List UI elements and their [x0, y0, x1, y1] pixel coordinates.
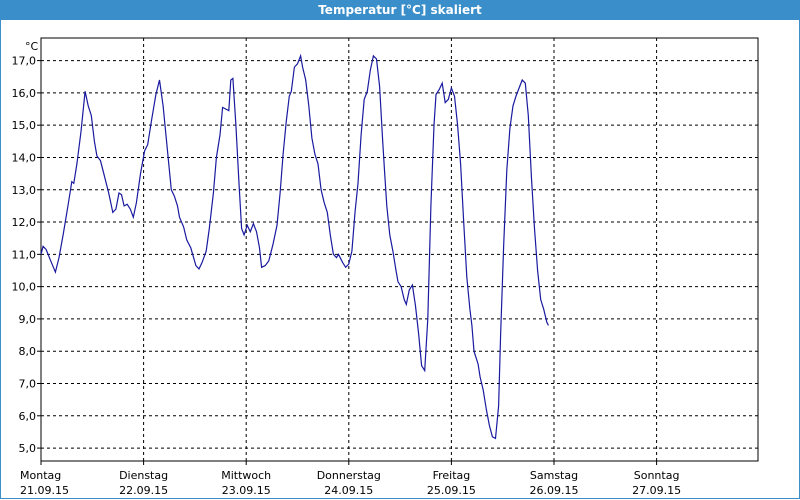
- x-tick-day-label: Dienstag: [119, 469, 168, 482]
- x-tick-date-label: 21.09.15: [20, 484, 69, 497]
- y-tick-label: 9,0: [19, 313, 37, 326]
- y-tick-label: 5,0: [19, 442, 37, 455]
- y-tick-label: 7,0: [19, 378, 37, 391]
- x-tick-day-label: Samstag: [530, 469, 578, 482]
- x-tick-date-label: 25.09.15: [427, 484, 476, 497]
- x-tick-date-label: 26.09.15: [530, 484, 579, 497]
- y-tick-label: 6,0: [19, 410, 37, 423]
- x-tick-date-label: 23.09.15: [222, 484, 271, 497]
- x-tick-date-label: 27.09.15: [632, 484, 681, 497]
- y-tick-label: 13,0: [12, 184, 37, 197]
- x-tick-day-label: Donnerstag: [317, 469, 381, 482]
- x-tick-date-label: 22.09.15: [119, 484, 168, 497]
- x-tick-day-label: Mittwoch: [221, 469, 271, 482]
- chart-title: Temperatur [°C] skaliert: [0, 0, 800, 20]
- y-tick-label: 14,0: [12, 151, 37, 164]
- y-tick-label: 15,0: [12, 119, 37, 132]
- y-tick-label: 10,0: [12, 281, 37, 294]
- plot-area-border: [40, 37, 759, 462]
- y-axis-ticks: 5,0 6,0 7,0 8,0 9,0 10,0 11,0 12,0 13,0 14,0 15,0 1…: [12, 55, 41, 455]
- chart-grid: [41, 38, 758, 461]
- x-tick-day-label: Montag: [20, 469, 61, 482]
- y-tick-label: 11,0: [12, 248, 37, 261]
- y-tick-label: 8,0: [19, 345, 37, 358]
- x-axis-ticks: Montag 21.09.15 Dienstag 22.09.15 Mittwoch 23…: [20, 461, 681, 497]
- temperature-series-line: [40, 53, 549, 440]
- y-tick-label: 17,0: [12, 55, 37, 68]
- x-tick-day-label: Freitag: [433, 469, 471, 482]
- y-tick-label: 12,0: [12, 216, 37, 229]
- y-tick-label: 16,0: [12, 87, 37, 100]
- x-tick-day-label: Sonntag: [634, 469, 680, 482]
- x-tick-date-label: 24.09.15: [324, 484, 373, 497]
- y-axis-unit-label: °C: [25, 40, 39, 53]
